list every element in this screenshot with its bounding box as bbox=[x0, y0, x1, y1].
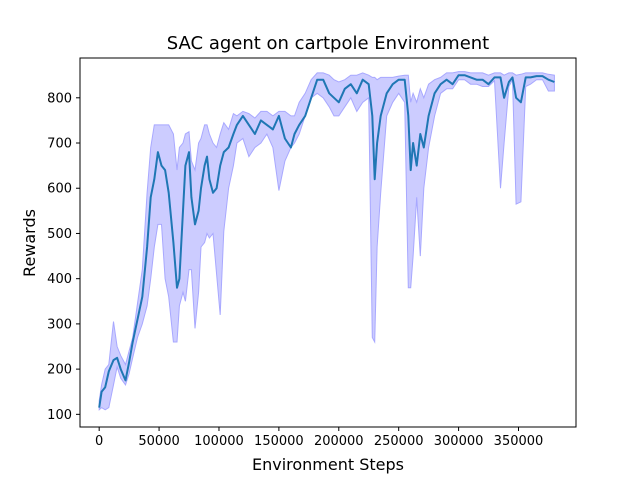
x-tick-label: 350000 bbox=[494, 434, 544, 449]
y-tick-label: 500 bbox=[47, 227, 72, 242]
plot-area bbox=[79, 57, 577, 428]
x-tick-label: 300000 bbox=[434, 434, 484, 449]
y-tick-label: 600 bbox=[47, 182, 72, 197]
x-tick-label: 100000 bbox=[194, 434, 244, 449]
confidence-band bbox=[98, 71, 555, 411]
x-tick-label: 50000 bbox=[138, 434, 179, 449]
y-axis: 100 200 300 400 500 600 700 800 bbox=[47, 91, 80, 423]
y-axis-label: Rewards bbox=[20, 209, 39, 277]
mean-reward-line bbox=[98, 74, 555, 408]
y-tick-label: 300 bbox=[47, 317, 72, 332]
x-axis: 0 50000 100000 150000 200000 250000 300000 3500… bbox=[95, 427, 543, 449]
axes-frame bbox=[79, 57, 577, 428]
y-tick-label: 200 bbox=[47, 363, 72, 378]
x-axis-label: Environment Steps bbox=[252, 455, 404, 474]
y-tick-label: 700 bbox=[47, 137, 72, 152]
x-tick-label: 250000 bbox=[374, 434, 424, 449]
y-tick-label: 400 bbox=[47, 272, 72, 287]
x-tick-label: 200000 bbox=[314, 434, 364, 449]
x-tick-label: 150000 bbox=[254, 434, 304, 449]
chart-title: SAC agent on cartpole Environment bbox=[167, 33, 489, 54]
y-tick-label: 100 bbox=[47, 408, 72, 423]
y-tick-label: 800 bbox=[47, 91, 72, 106]
x-tick-label: 0 bbox=[95, 434, 103, 449]
